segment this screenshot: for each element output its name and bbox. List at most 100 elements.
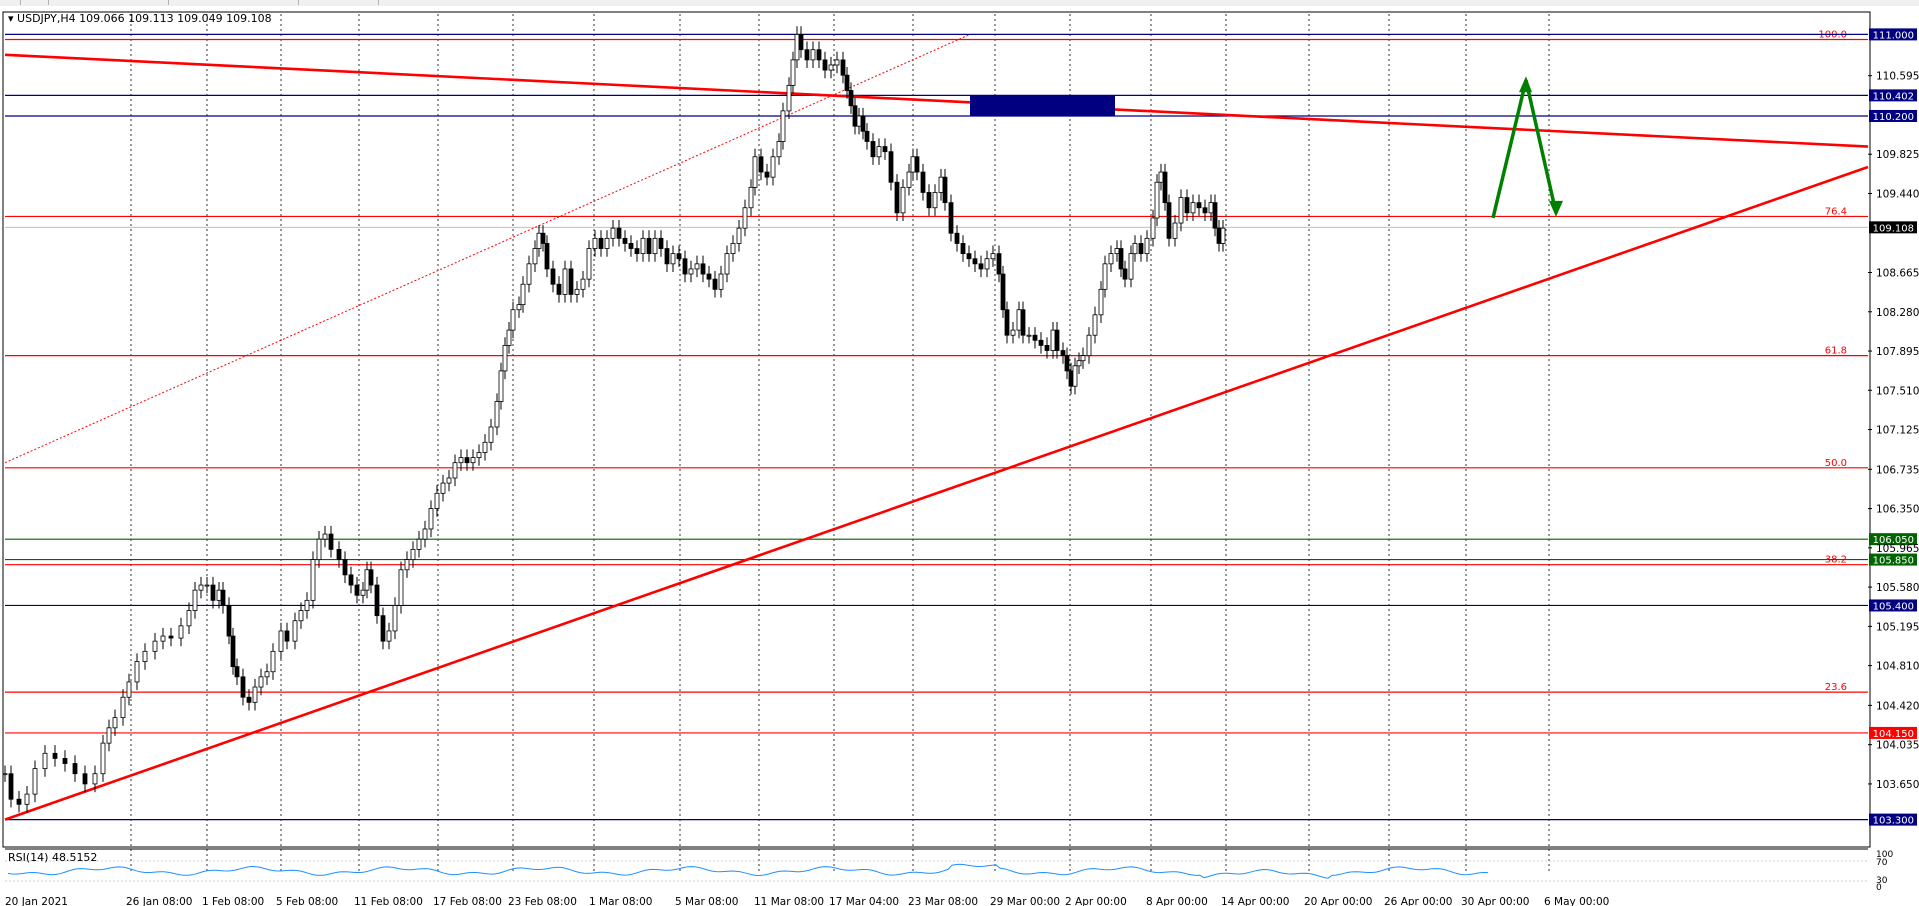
price-tick-label: 103.650 (1876, 779, 1919, 791)
candle-body (392, 605, 398, 632)
price-tick-label: 107.125 (1876, 425, 1919, 437)
price-tick-label: 106.735 (1876, 464, 1919, 476)
arrowhead-down (1549, 200, 1563, 217)
candle-body (520, 283, 526, 306)
price-tick-label: 104.035 (1876, 740, 1919, 752)
date-label: 1 Mar 08:00 (589, 896, 652, 906)
candle-body (604, 237, 610, 249)
candle-body (780, 110, 786, 142)
candle-body (834, 59, 840, 66)
candle-body (434, 492, 440, 509)
price-tick-label: 108.665 (1876, 268, 1919, 280)
candle-body (1172, 222, 1178, 239)
date-label: 30 Apr 00:00 (1461, 896, 1529, 906)
candle-body (386, 630, 392, 642)
candle-body (240, 676, 246, 698)
candle-body (658, 237, 664, 249)
candle-body (428, 508, 434, 530)
candle-body (112, 717, 118, 729)
candle-body (1086, 334, 1092, 357)
candle-body (568, 268, 574, 295)
candle-body (252, 686, 258, 703)
candle-body (540, 232, 546, 244)
candle-body (1184, 197, 1190, 214)
time-axis: 20 Jan 2021 26 Jan 08:00 1 Feb 08:00 5 Feb … (5, 896, 1609, 906)
candle-body (776, 141, 782, 158)
annotations (970, 76, 1563, 219)
resistance-trendline (4, 53, 1869, 148)
candle-body (822, 59, 828, 71)
candle-body (804, 49, 810, 61)
candle-body (92, 773, 98, 785)
candle-body (1128, 253, 1134, 280)
price-box-label: 104.150 (1873, 729, 1914, 740)
price-box (1869, 553, 1917, 566)
candle-body (186, 610, 192, 627)
collapse-triangle-icon[interactable]: ▾ (8, 12, 17, 25)
candle-body (1072, 365, 1078, 387)
price-box (1869, 813, 1917, 826)
horizontal-levels: 100.076.461.850.038.223.6 (5, 29, 1868, 821)
date-label: 8 Apr 00:00 (1146, 896, 1208, 906)
candle-body (906, 171, 912, 188)
candle-body (526, 263, 532, 285)
candle-body (506, 329, 512, 346)
candle-body (960, 243, 966, 255)
candle-body (126, 681, 132, 698)
ohlc-values: 109.066 109.113 109.049 109.108 (79, 12, 271, 25)
candle-body (592, 237, 598, 249)
candle-body (694, 263, 700, 270)
date-label: 20 Jan 2021 (5, 896, 68, 906)
candle-body (168, 635, 174, 639)
candle-body (798, 33, 804, 51)
candle-body (1000, 273, 1006, 311)
candle-body (1068, 370, 1074, 387)
price-tick-label: 109.440 (1876, 188, 1919, 200)
toolbar-button[interactable] (20, 0, 49, 5)
price-box-label: 106.050 (1873, 535, 1914, 546)
candle-body (1190, 202, 1196, 214)
candle-body (848, 90, 854, 107)
price-tick-label: 105.195 (1876, 621, 1919, 633)
candle-body (410, 548, 416, 560)
toolbar-button[interactable] (168, 0, 299, 5)
candle-body (700, 263, 706, 275)
date-label: 5 Feb 08:00 (276, 896, 338, 906)
price-box-label: 110.402 (1873, 91, 1914, 102)
candle-body (562, 268, 568, 295)
candle-body (1154, 181, 1160, 219)
candle-body (120, 696, 126, 719)
price-tick-label: 106.350 (1876, 504, 1919, 516)
price-tick-label: 110.595 (1876, 71, 1919, 83)
candle-body (1054, 329, 1060, 351)
candle-body (1202, 207, 1208, 214)
candle-body (1050, 329, 1056, 351)
price-tick-label: 109.825 (1876, 149, 1919, 161)
date-label: 6 May 00:00 (1544, 896, 1609, 906)
candle-body (316, 538, 322, 560)
toolbar-button[interactable] (298, 0, 379, 5)
candle-body (932, 192, 938, 209)
candle-body (226, 605, 232, 637)
candle-body (1026, 334, 1032, 337)
toolbar-button[interactable] (48, 0, 169, 5)
toolbar-button[interactable] (0, 0, 21, 5)
candle-body (204, 584, 210, 587)
candle-body (764, 171, 770, 178)
candle-body (1220, 227, 1226, 244)
candle-body (416, 538, 422, 550)
candle-body (966, 253, 972, 260)
candle-body (328, 533, 334, 550)
trend-lines (4, 33, 1869, 821)
date-label: 26 Apr 00:00 (1384, 896, 1452, 906)
candle-body (586, 248, 592, 280)
candle-body (494, 401, 500, 428)
candle-body (1102, 263, 1108, 290)
candle-body (380, 615, 386, 642)
candle-body (464, 457, 470, 464)
price-tick-label: 104.420 (1876, 700, 1919, 712)
candle-body (72, 763, 78, 775)
candle-body (16, 798, 22, 805)
candle-body (1032, 334, 1038, 341)
